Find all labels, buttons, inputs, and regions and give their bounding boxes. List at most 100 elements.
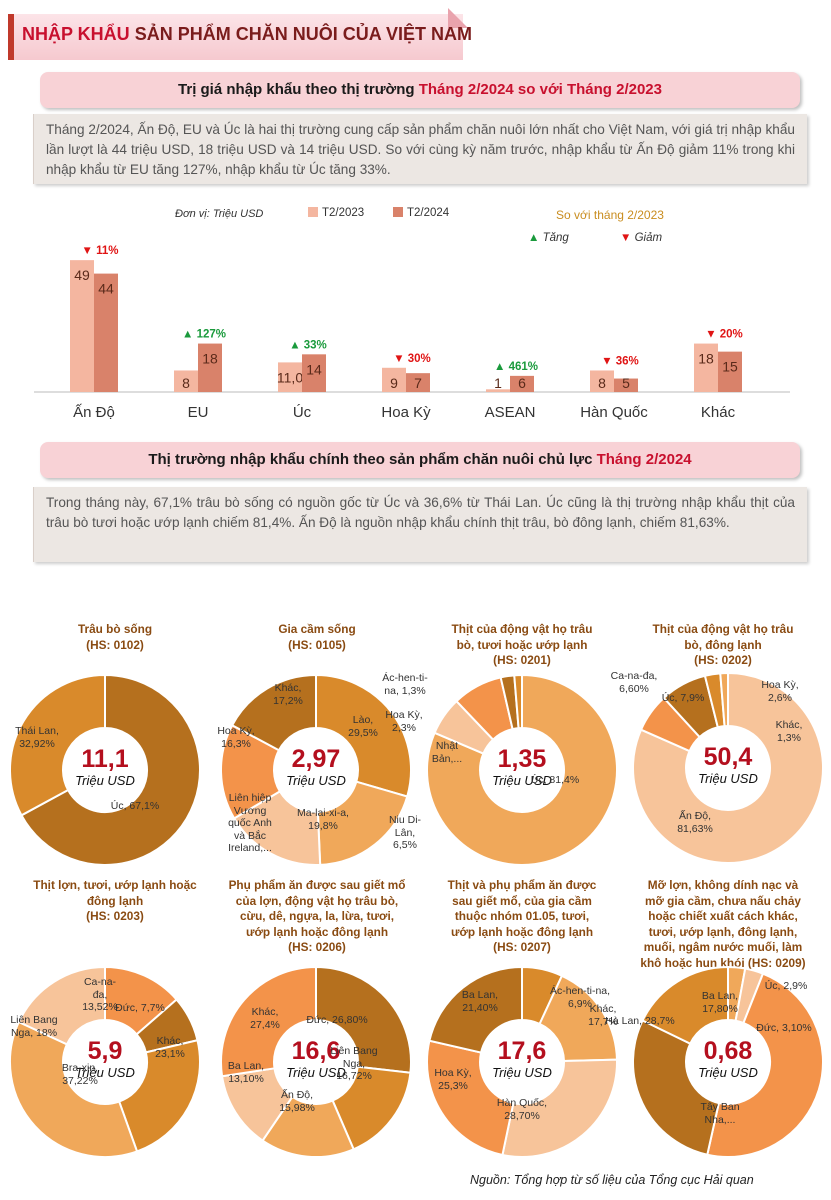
summary-paragraph-1: Tháng 2/2024, Ấn Độ, EU và Úc là hai thị… [33,114,807,184]
donut-chart [426,673,618,866]
slice-label: Nhật Bản,... [431,740,463,765]
bar-value-label: 49 [74,267,90,283]
section-title-products: Thị trường nhập khẩu chính theo sản phẩm… [40,442,800,478]
slice-label: Khác, 1,3% [775,719,803,744]
category-label: Úc [293,404,312,421]
donut-center-unit: Triệu USD [492,1065,552,1080]
bar-value-label: 14 [306,361,322,377]
legend-swatch-t2024 [393,207,403,217]
donut-hole [480,1020,564,1104]
slice-label: Ba Lan, 21,40% [461,989,499,1014]
slice-label: Niu Di- Lân, 6,5% [388,814,422,851]
bar-value-label: 18 [202,351,218,367]
donut-title: Thịt lợn, tươi, ướp lạnh hoặc đông lạnh … [33,878,197,923]
slice-label: Khác, 27,4% [250,1006,280,1031]
bar-t2023-1 [174,370,198,392]
donut-title: Thịt của động vật họ trâu bò, tươi hoặc … [451,622,593,667]
slice-label: Liên hiệp Vương quốc Anh và Bắc Ireland,… [228,792,272,854]
unit-label: Đơn vị: Triệu USD [175,208,264,220]
slice-label: Hoa Kỳ, 16,3% [217,725,255,750]
donut-center-value: 2,97 [291,745,341,773]
legend-t2024-label: T2/2024 [407,207,450,219]
bar-value-label: 15 [722,359,738,375]
legend-t2023: T2/2023 [308,207,364,219]
summary-paragraph-2: Trong tháng này, 67,1% trâu bò sống có n… [33,487,807,562]
donut-hole [686,1020,770,1104]
slice-label: Hoa Kỳ, 2,3% [385,709,423,734]
donut-center-value: 5,9 [87,1037,123,1065]
donut-chart [9,965,201,1158]
category-label: Khác [701,404,736,421]
slice-label: Liên Bang Nga, 16,72% [330,1045,378,1082]
bar-t2023-3 [382,367,406,392]
slice-label: Đức, 7,7% [115,1002,165,1014]
banner-accent [8,14,14,60]
category-label: EU [188,404,209,421]
donut-center-value: 17,6 [497,1037,547,1065]
donut-center-value: 16,6 [291,1037,341,1065]
donut-center-value: 50,4 [703,743,753,771]
legend-increase-label: Tăng [542,232,569,244]
page-title-highlight: NHẬP KHẨU [22,24,130,44]
slice-label: Ác-hen-ti- na, 1,3% [382,672,428,697]
change-label: ▼ 20% [705,329,743,341]
donut-title: Gia cầm sống (HS: 0105) [278,622,356,652]
donut-title: Trâu bò sống (HS: 0102) [77,622,153,652]
donut-title: Thịt và phụ phẩm ăn được sau giết mổ, củ… [447,878,597,954]
donut-center: 5,9 Triệu USD [60,1037,150,1081]
bar-value-label: 9 [390,375,398,391]
donut-chart [426,965,618,1158]
section-title-text: Trị giá nhập khẩu theo thị trường [178,81,419,98]
slice-label: Hoa Kỳ, 2,6% [761,679,799,704]
slice-label: Ca-na- đa, 13,52% [82,976,118,1013]
slice-label: Khác, 23,1% [155,1035,185,1060]
slice-label: Tây Ban Nha,... [700,1101,740,1126]
section-title-highlight-2: Tháng 2/2024 [596,451,692,468]
bar-t2023-4 [486,389,510,392]
change-label: ▼ 30% [393,353,431,365]
bar-value-label: 8 [182,375,190,391]
slice-label: Ác-hen-ti-na, 6,9% [549,985,611,1010]
donut-center: 16,6 Triệu USD [271,1037,361,1081]
bar-value-label: 11,0 [277,369,303,385]
bar-t2024-5 [614,378,638,392]
slice-label: Ma-lai-xi-a, 19,8% [297,807,349,832]
bar-t2024-3 [406,373,430,392]
bar-t2023-0 [70,260,94,392]
source-note: Nguồn: Tổng hợp từ số liệu của Tổng cục … [470,1173,754,1187]
bar-t2024-4 [510,375,534,392]
donut-center-value: 0,68 [703,1037,753,1065]
donut-title: Phụ phẩm ăn được sau giết mổ của lợn, độ… [228,878,406,954]
donut-center: 0,68 Triệu USD [683,1037,773,1081]
slice-label: Thái Lan, 32,92% [15,725,59,750]
slice-label: Đức, 3,10% [756,1022,812,1034]
donut-center-unit: Triệu USD [698,1065,758,1080]
donut-chart [220,673,412,866]
down-arrow-icon: ▼ [620,232,632,244]
bar-t2024-2 [302,354,326,392]
up-arrow-icon: ▲ [528,232,540,244]
change-label: ▲ 127% [182,329,226,341]
donut-hole [63,1020,147,1104]
change-label: ▲ 33% [289,339,327,351]
slice-label: Lào, 29,5% [348,714,378,739]
slice-label: Ấn Độ, 81,63% [677,810,713,835]
bar-value-label: 44 [98,281,114,297]
donut-hole [63,728,147,812]
donut-center-value: 11,1 [81,745,129,773]
slice-label: Liên Bang Nga, 18% [10,1014,58,1039]
slice-label: Hà Lan, 28,7% [605,1015,675,1027]
donut-chart [9,673,201,866]
legend-t2023-label: T2/2023 [322,207,365,219]
donut-chart [632,965,824,1158]
donut-center: 11,1 Triệu USD [60,745,150,789]
slice-label: Đức, 26,80% [306,1014,368,1026]
slice-label: Hoa Kỳ, 25,3% [434,1067,472,1092]
donut-title: Mỡ lợn, không dính nạc và mỡ gia cầm, ch… [640,878,806,970]
compare-label: So với tháng 2/2023 [556,208,664,222]
donut-center: 2,97 Triệu USD [271,745,361,789]
category-label: Ấn Độ [73,404,115,421]
slice-label: Ấn Độ, 15,98% [279,1089,315,1114]
donut-center-unit: Triệu USD [75,773,135,788]
